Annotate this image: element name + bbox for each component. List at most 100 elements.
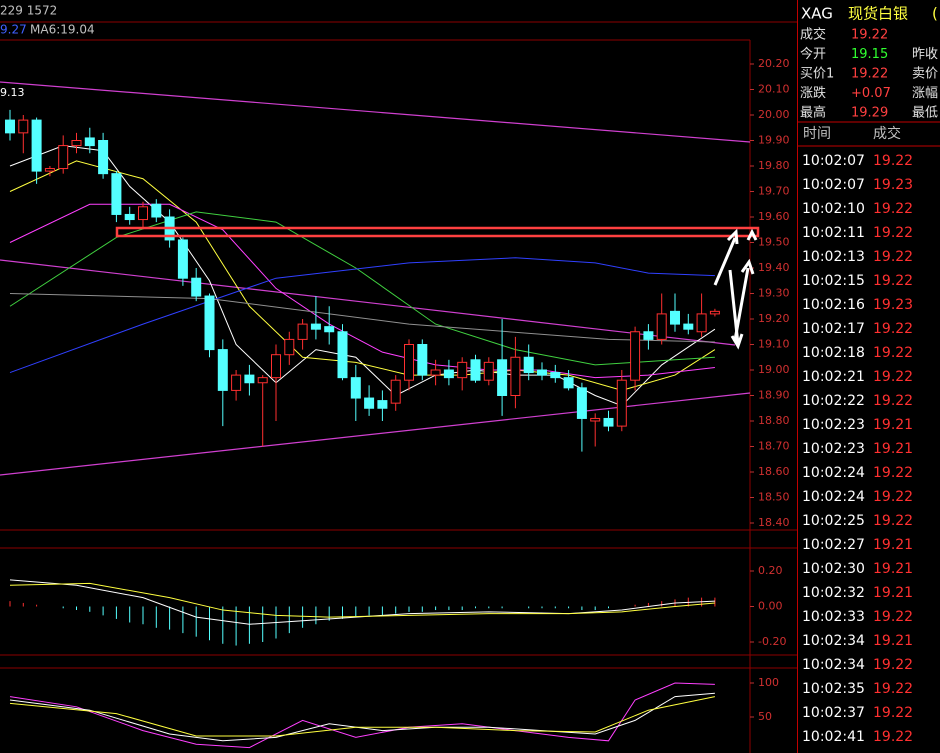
y-tick-label: 0.00: [758, 600, 783, 613]
candle-body: [284, 338, 295, 356]
candle-body: [377, 400, 388, 409]
arrow: [746, 228, 758, 241]
candle-body: [84, 137, 95, 147]
indicator-line: [9, 696, 716, 737]
arrow: [728, 269, 744, 350]
trade-time: 10:02:35: [802, 681, 865, 697]
y-tick-label: 19.40: [758, 261, 790, 274]
trade-price: 19.22: [873, 513, 913, 529]
trade-price: 19.23: [873, 177, 913, 193]
trade-time: 10:02:22: [802, 393, 865, 409]
candle-body: [138, 206, 148, 221]
indicator-line: [9, 145, 716, 407]
candle-body: [310, 323, 321, 330]
candle-body: [44, 168, 55, 172]
trade-price: 19.21: [873, 585, 913, 601]
symbol: XAG: [801, 5, 833, 23]
quote-label: 成交: [800, 27, 826, 43]
y-tick-label: 0.20: [758, 564, 783, 577]
trade-price: 19.22: [873, 393, 913, 409]
candle-body: [71, 140, 82, 147]
candle-body: [656, 313, 667, 340]
y-tick-label: 18.90: [758, 389, 790, 402]
trendline: [0, 81, 751, 143]
candle-body: [510, 356, 521, 396]
quote-label: 涨跌: [800, 85, 826, 101]
candle-body: [709, 310, 720, 315]
y-tick-label: 19.80: [758, 159, 790, 172]
y-tick-label: 18.50: [758, 491, 790, 504]
trade-price: 19.21: [873, 633, 913, 649]
trade-time: 10:02:11: [802, 225, 865, 241]
candle-body: [337, 331, 348, 379]
trade-time: 10:02:27: [802, 537, 865, 553]
candle-body: [244, 374, 255, 384]
trade-price: 19.22: [873, 321, 913, 337]
candle-body: [124, 213, 135, 221]
candle-body: [31, 119, 42, 172]
trade-time: 10:02:16: [802, 297, 865, 313]
y-tick-label: 19.30: [758, 287, 790, 300]
y-tick-label: 20.00: [758, 108, 790, 121]
indicator-line: [9, 682, 715, 749]
trade-price: 19.22: [873, 153, 913, 169]
candle-body: [616, 379, 627, 427]
trade-time: 10:02:37: [802, 705, 865, 721]
quote-value: +0.07: [851, 86, 891, 101]
candle-body: [417, 344, 428, 376]
trade-time: 10:02:21: [802, 369, 865, 385]
instrument-name: 现货白银: [848, 5, 908, 23]
candle-body: [350, 377, 361, 399]
candle-body: [643, 331, 654, 340]
quote-panel: XAG 现货白银 ( 时间 成交: [801, 5, 938, 143]
list-header: 时间: [803, 126, 831, 142]
trade-time: 10:02:25: [802, 513, 865, 529]
y-tick-label: 18.60: [758, 465, 790, 478]
y-tick-label: 19.20: [758, 312, 790, 325]
trade-price: 19.22: [873, 705, 913, 721]
trade-time: 10:02:07: [802, 153, 865, 169]
candle-body: [603, 417, 614, 427]
candle-body: [537, 369, 547, 376]
candle-body: [550, 372, 561, 379]
y-tick-label: 18.70: [758, 440, 790, 453]
quote-value: 19.22: [851, 67, 888, 82]
candle-body: [98, 140, 109, 175]
trade-time: 10:02:15: [802, 273, 865, 289]
trade-time: 10:02:24: [802, 465, 865, 481]
y-tick-label: 100: [758, 676, 779, 689]
candle-body: [404, 344, 414, 381]
candle-body: [670, 310, 680, 325]
trade-time: 10:02:34: [802, 633, 865, 649]
quote-value: 19.15: [851, 47, 888, 62]
trade-time: 10:02:32: [802, 585, 865, 601]
candle-body: [5, 119, 15, 134]
candle-body: [497, 359, 508, 396]
quote-label: 最高: [800, 105, 826, 121]
y-tick-label: 50: [758, 710, 772, 723]
trade-price: 19.23: [873, 297, 913, 313]
price-label: 9.13: [0, 86, 25, 99]
candle-body: [683, 323, 694, 330]
y-tick-label: 19.60: [758, 210, 790, 223]
indicator-line: [9, 692, 715, 742]
candle-body: [443, 369, 454, 379]
y-tick-label: 20.20: [758, 57, 790, 70]
candle-body: [576, 387, 587, 419]
trade-time: 10:02:13: [802, 249, 865, 265]
candle-body: [523, 356, 534, 374]
trade-time: 10:02:10: [802, 201, 865, 217]
candle-body: [151, 203, 162, 218]
ma-legend: 9.27: [0, 23, 27, 37]
trade-price: 19.22: [873, 729, 913, 745]
trade-time: 10:02:34: [802, 657, 865, 673]
indicator-line: [9, 160, 716, 391]
candle-body: [191, 277, 202, 297]
candle-body: [590, 417, 601, 422]
candle-body: [630, 331, 641, 381]
candle-body: [177, 239, 188, 279]
candle-body: [111, 173, 122, 215]
instrument-paren: (: [932, 5, 938, 23]
quote-label: 卖价: [912, 67, 938, 82]
